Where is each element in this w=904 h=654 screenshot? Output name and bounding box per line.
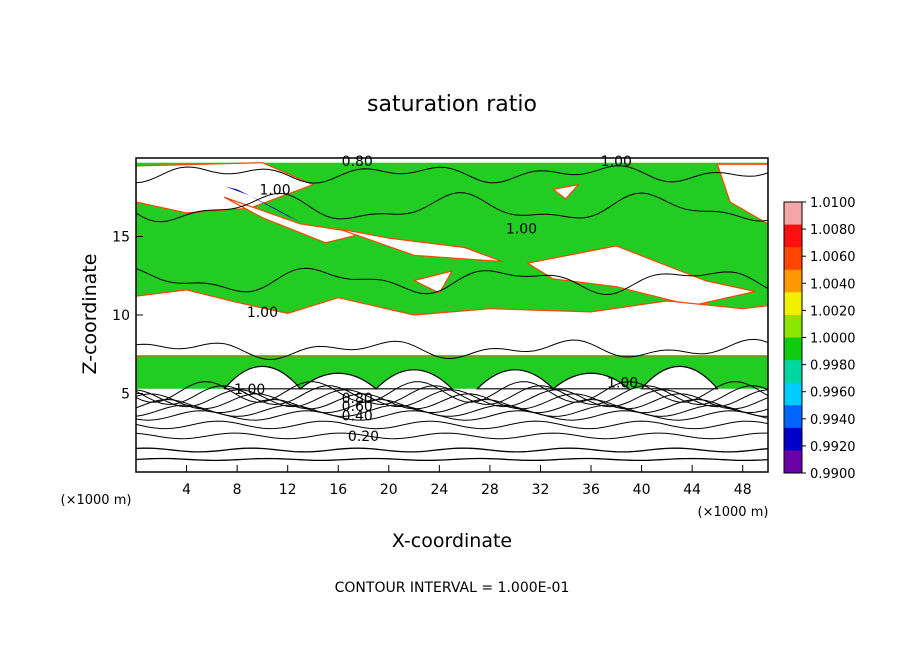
contour-line [136,404,768,417]
contour-interval-note: CONTOUR INTERVAL = 1.000E-01 [335,580,570,596]
x-tick-label: 8 [233,482,242,498]
x-tick-label: 32 [532,482,550,498]
x-tick-label: 16 [329,482,347,498]
wave-cap [374,369,454,390]
subsaturated-patch [223,196,365,244]
contour-line [136,432,768,440]
subsaturated-patch [413,270,453,294]
x-tick-label: 4 [182,482,191,498]
contour-label: 0.60 [342,399,373,415]
wave-cap [223,365,302,390]
y-axis-ticks: 5 10 15 [112,230,143,403]
contour-label: 1.00 [607,376,638,392]
contour-line [136,398,768,414]
x-tick-label: 20 [380,482,398,498]
contour-label: 1.00 [247,305,278,321]
contour-label: 1.00 [259,182,290,198]
contour-line [136,385,768,406]
contour-line [136,165,768,184]
colorbar-swatch [784,224,802,248]
colorbar: 1.0100 1.0080 1.0060 1.0040 1.0020 1.0000 0.99… [783,196,856,482]
colorbar-tick-label: 0.9980 [810,359,856,374]
x-axis-title: X-coordinate [392,530,512,552]
colorbar-swatch [784,314,802,338]
contour-label: 1.00 [601,154,632,170]
field [136,162,768,462]
colorbar-tick-label: 0.9940 [810,413,856,428]
contour-label: 1.00 [234,382,265,398]
plot-area: 0.200.400.600.801.001.001.001.001.001.00… [135,154,769,473]
contour-line [136,381,768,403]
colorbar-tick-label: 1.0060 [810,250,856,265]
subsaturated-patch [716,163,768,225]
y-tick-label: 5 [121,387,130,403]
x-tick-label: 28 [481,482,499,498]
y-unit-label: (×1000 m) [61,493,132,508]
colorbar-tick-label: 1.0100 [810,196,856,211]
colorbar-tick-label: 1.0080 [810,223,856,238]
colorbar-tick-label: 0.9920 [810,440,856,455]
colorbar-swatch [784,337,802,361]
contour-line [136,267,768,295]
colorbar-swatch [784,427,802,451]
colorbar-swatch [784,247,802,271]
x-axis-ticks: 4 8 12 16 20 24 28 32 36 40 44 48 [182,465,752,498]
x-unit-label: (×1000 m) [698,505,769,520]
contour-line [136,338,768,361]
contour-line [136,457,768,462]
colorbar-swatch [784,450,802,474]
y-tick-label: 15 [112,230,130,246]
colorbar-tick-label: 1.0040 [810,277,856,292]
subsaturated-patch [337,228,504,263]
colorbar-swatch [784,405,802,429]
x-tick-label: 12 [279,482,297,498]
contour-line [136,410,768,421]
x-tick-label: 44 [683,482,701,498]
colorbar-swatch [784,202,802,226]
contour-label: 1.00 [506,222,537,238]
subsaturated-patch [136,289,768,357]
colorbar-tick-label: 1.0020 [810,304,856,319]
colorbar-swatch [784,292,802,316]
colorbar-tick-label: 0.9960 [810,386,856,401]
colorbar-swatch [784,360,802,384]
wave-cap [640,365,719,390]
x-tick-label: 24 [430,482,448,498]
chart-title: saturation ratio [367,92,537,117]
x-tick-label: 40 [633,482,651,498]
y-axis-title: Z-coordinate [79,254,101,375]
contour-label: 0.20 [348,429,379,445]
contour-line [136,192,768,223]
wave-cap [551,372,631,390]
colorbar-swatch [784,382,802,406]
x-tick-label: 48 [734,482,752,498]
contour-label: 0.80 [342,154,373,170]
subsaturated-patch [552,184,580,200]
contour-label: 0.40 [342,408,373,424]
contour-label: 0.80 [342,391,373,407]
subsaturated-patch [527,245,757,307]
colorbar-tick-label: 0.9900 [810,467,856,482]
wave-cap [298,372,378,390]
contour-line [136,420,768,430]
y-tick-label: 10 [112,308,130,324]
x-tick-label: 36 [582,482,600,498]
contour-line [136,447,768,453]
colorbar-swatch [784,269,802,293]
colorbar-tick-label: 1.0000 [810,332,856,347]
